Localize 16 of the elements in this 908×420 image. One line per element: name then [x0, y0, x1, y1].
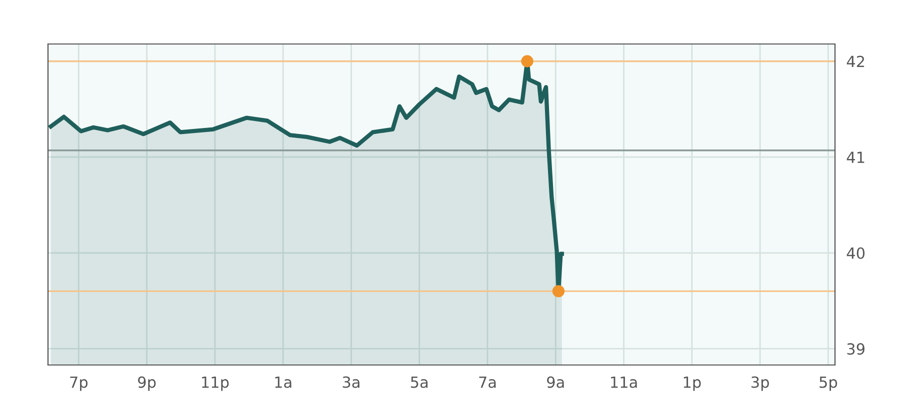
y-tick-label: 41	[846, 152, 864, 163]
x-tick-label: 5a	[410, 376, 428, 388]
x-tick-label: 3p	[752, 376, 769, 391]
y-tick-label: 39	[847, 343, 864, 355]
y-tick-label: 42	[846, 56, 864, 68]
x-tick-label: 9p	[138, 376, 156, 391]
x-tick-label: 7p	[70, 376, 88, 391]
x-tick-label: 9a	[547, 376, 564, 388]
x-tick-label: 7a	[479, 376, 496, 388]
y-tick-label: 40	[846, 247, 865, 259]
x-tick-label: 3a	[342, 376, 360, 388]
x-tick-label: 11p	[202, 376, 229, 391]
x-tick-label: 1a	[275, 376, 292, 388]
x-tick-label: 1p	[684, 376, 701, 391]
x-tick-label: 11a	[611, 376, 637, 388]
x-tick-label: 5p	[820, 376, 838, 391]
